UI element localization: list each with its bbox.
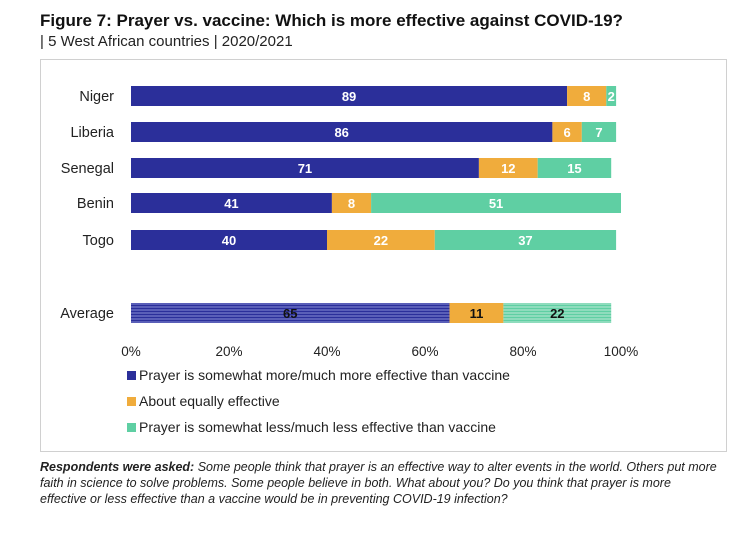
data-label-senegal-series-3: 15 — [567, 161, 581, 176]
x-tick-label-2: 40% — [313, 344, 340, 359]
bar-liberia-series-3 — [581, 122, 617, 142]
bar-niger-series-1 — [131, 86, 568, 106]
data-label-liberia-series-1: 86 — [334, 125, 348, 140]
category-label-benin: Benin — [77, 196, 114, 212]
x-tick-label-4: 80% — [509, 344, 536, 359]
data-label-niger-series-1: 89 — [342, 89, 356, 104]
legend-label-1: Prayer is somewhat more/much more effect… — [139, 367, 510, 383]
data-label-senegal-series-1: 71 — [298, 161, 312, 176]
data-label-average-series-1: 65 — [283, 306, 297, 321]
data-label-togo-series-2: 22 — [374, 233, 388, 248]
legend-swatch-3 — [127, 423, 136, 432]
chart-subtitle: | 5 West African countries | 2020/2021 — [40, 33, 293, 50]
x-tick-label-5: 100% — [604, 344, 639, 359]
category-label-liberia: Liberia — [70, 125, 114, 141]
bar-senegal-series-3 — [537, 158, 612, 178]
category-label-senegal: Senegal — [61, 161, 114, 177]
x-tick-label-1: 20% — [215, 344, 242, 359]
bar-benin-series-1 — [131, 193, 332, 213]
legend: Prayer is somewhat more/much more effect… — [127, 367, 510, 435]
data-label-togo-series-1: 40 — [222, 233, 236, 248]
bar-benin-series-2 — [331, 193, 372, 213]
x-tick-label-0: 0% — [121, 344, 141, 359]
data-label-benin-series-3: 51 — [489, 196, 503, 211]
legend-label-3: Prayer is somewhat less/much less effect… — [139, 419, 496, 435]
x-tick-label-3: 60% — [411, 344, 438, 359]
legend-swatch-2 — [127, 397, 136, 406]
data-label-niger-series-2: 8 — [583, 89, 590, 104]
data-label-niger-series-3: 2 — [608, 89, 615, 104]
bar-senegal-series-1 — [131, 158, 479, 178]
data-label-average-series-2: 11 — [470, 306, 484, 321]
bar-togo-series-3 — [434, 230, 617, 250]
bar-liberia-series-2 — [552, 122, 582, 142]
x-tick-labels-layer: 0% 20% 40% 60% 80% 100% — [121, 344, 638, 359]
bar-liberia-series-1 — [131, 122, 553, 142]
bar-niger-series-3 — [606, 86, 617, 106]
category-label-average: Average — [60, 306, 114, 322]
data-label-liberia-series-3: 7 — [595, 125, 602, 140]
bar-senegal-series-2 — [478, 158, 538, 178]
bar-benin-series-3 — [371, 193, 621, 213]
data-label-senegal-series-2: 12 — [501, 161, 515, 176]
bar-average-series-3 — [503, 303, 612, 323]
data-label-liberia-series-2: 6 — [563, 125, 570, 140]
bars-layer: 89 8 2 86 6 7 71 12 15 41 8 51 40 22 37 65 11 22 — [131, 86, 621, 323]
chart-frame: 89 8 2 86 6 7 71 12 15 41 8 51 40 22 37 65 11 22 Niger Lib… — [40, 59, 727, 452]
bar-niger-series-2 — [567, 86, 607, 106]
bar-average-series-2 — [449, 303, 504, 323]
stacked-bar-chart: 89 8 2 86 6 7 71 12 15 41 8 51 40 22 37 65 11 22 Niger Lib… — [60, 86, 638, 435]
legend-label-2: About equally effective — [139, 393, 280, 409]
bar-average-series-1 — [131, 303, 450, 323]
data-label-benin-series-2: 8 — [348, 196, 355, 211]
category-label-togo: Togo — [83, 233, 114, 249]
category-labels-layer: Niger Liberia Senegal Benin Togo Average — [60, 89, 115, 322]
bar-togo-series-1 — [131, 230, 327, 250]
note-label: Respondents were asked: — [40, 460, 195, 474]
chart-title: Figure 7: Prayer vs. vaccine: Which is m… — [40, 11, 623, 30]
legend-swatch-1 — [127, 371, 136, 380]
note-text: Some people think that prayer is an effe… — [40, 460, 717, 506]
survey-question-note: Respondents were asked: Some people thin… — [40, 459, 720, 507]
bar-togo-series-2 — [327, 230, 435, 250]
data-label-average-series-3: 22 — [550, 306, 564, 321]
category-label-niger: Niger — [79, 89, 114, 105]
data-label-togo-series-3: 37 — [518, 233, 532, 248]
data-label-benin-series-1: 41 — [224, 196, 238, 211]
